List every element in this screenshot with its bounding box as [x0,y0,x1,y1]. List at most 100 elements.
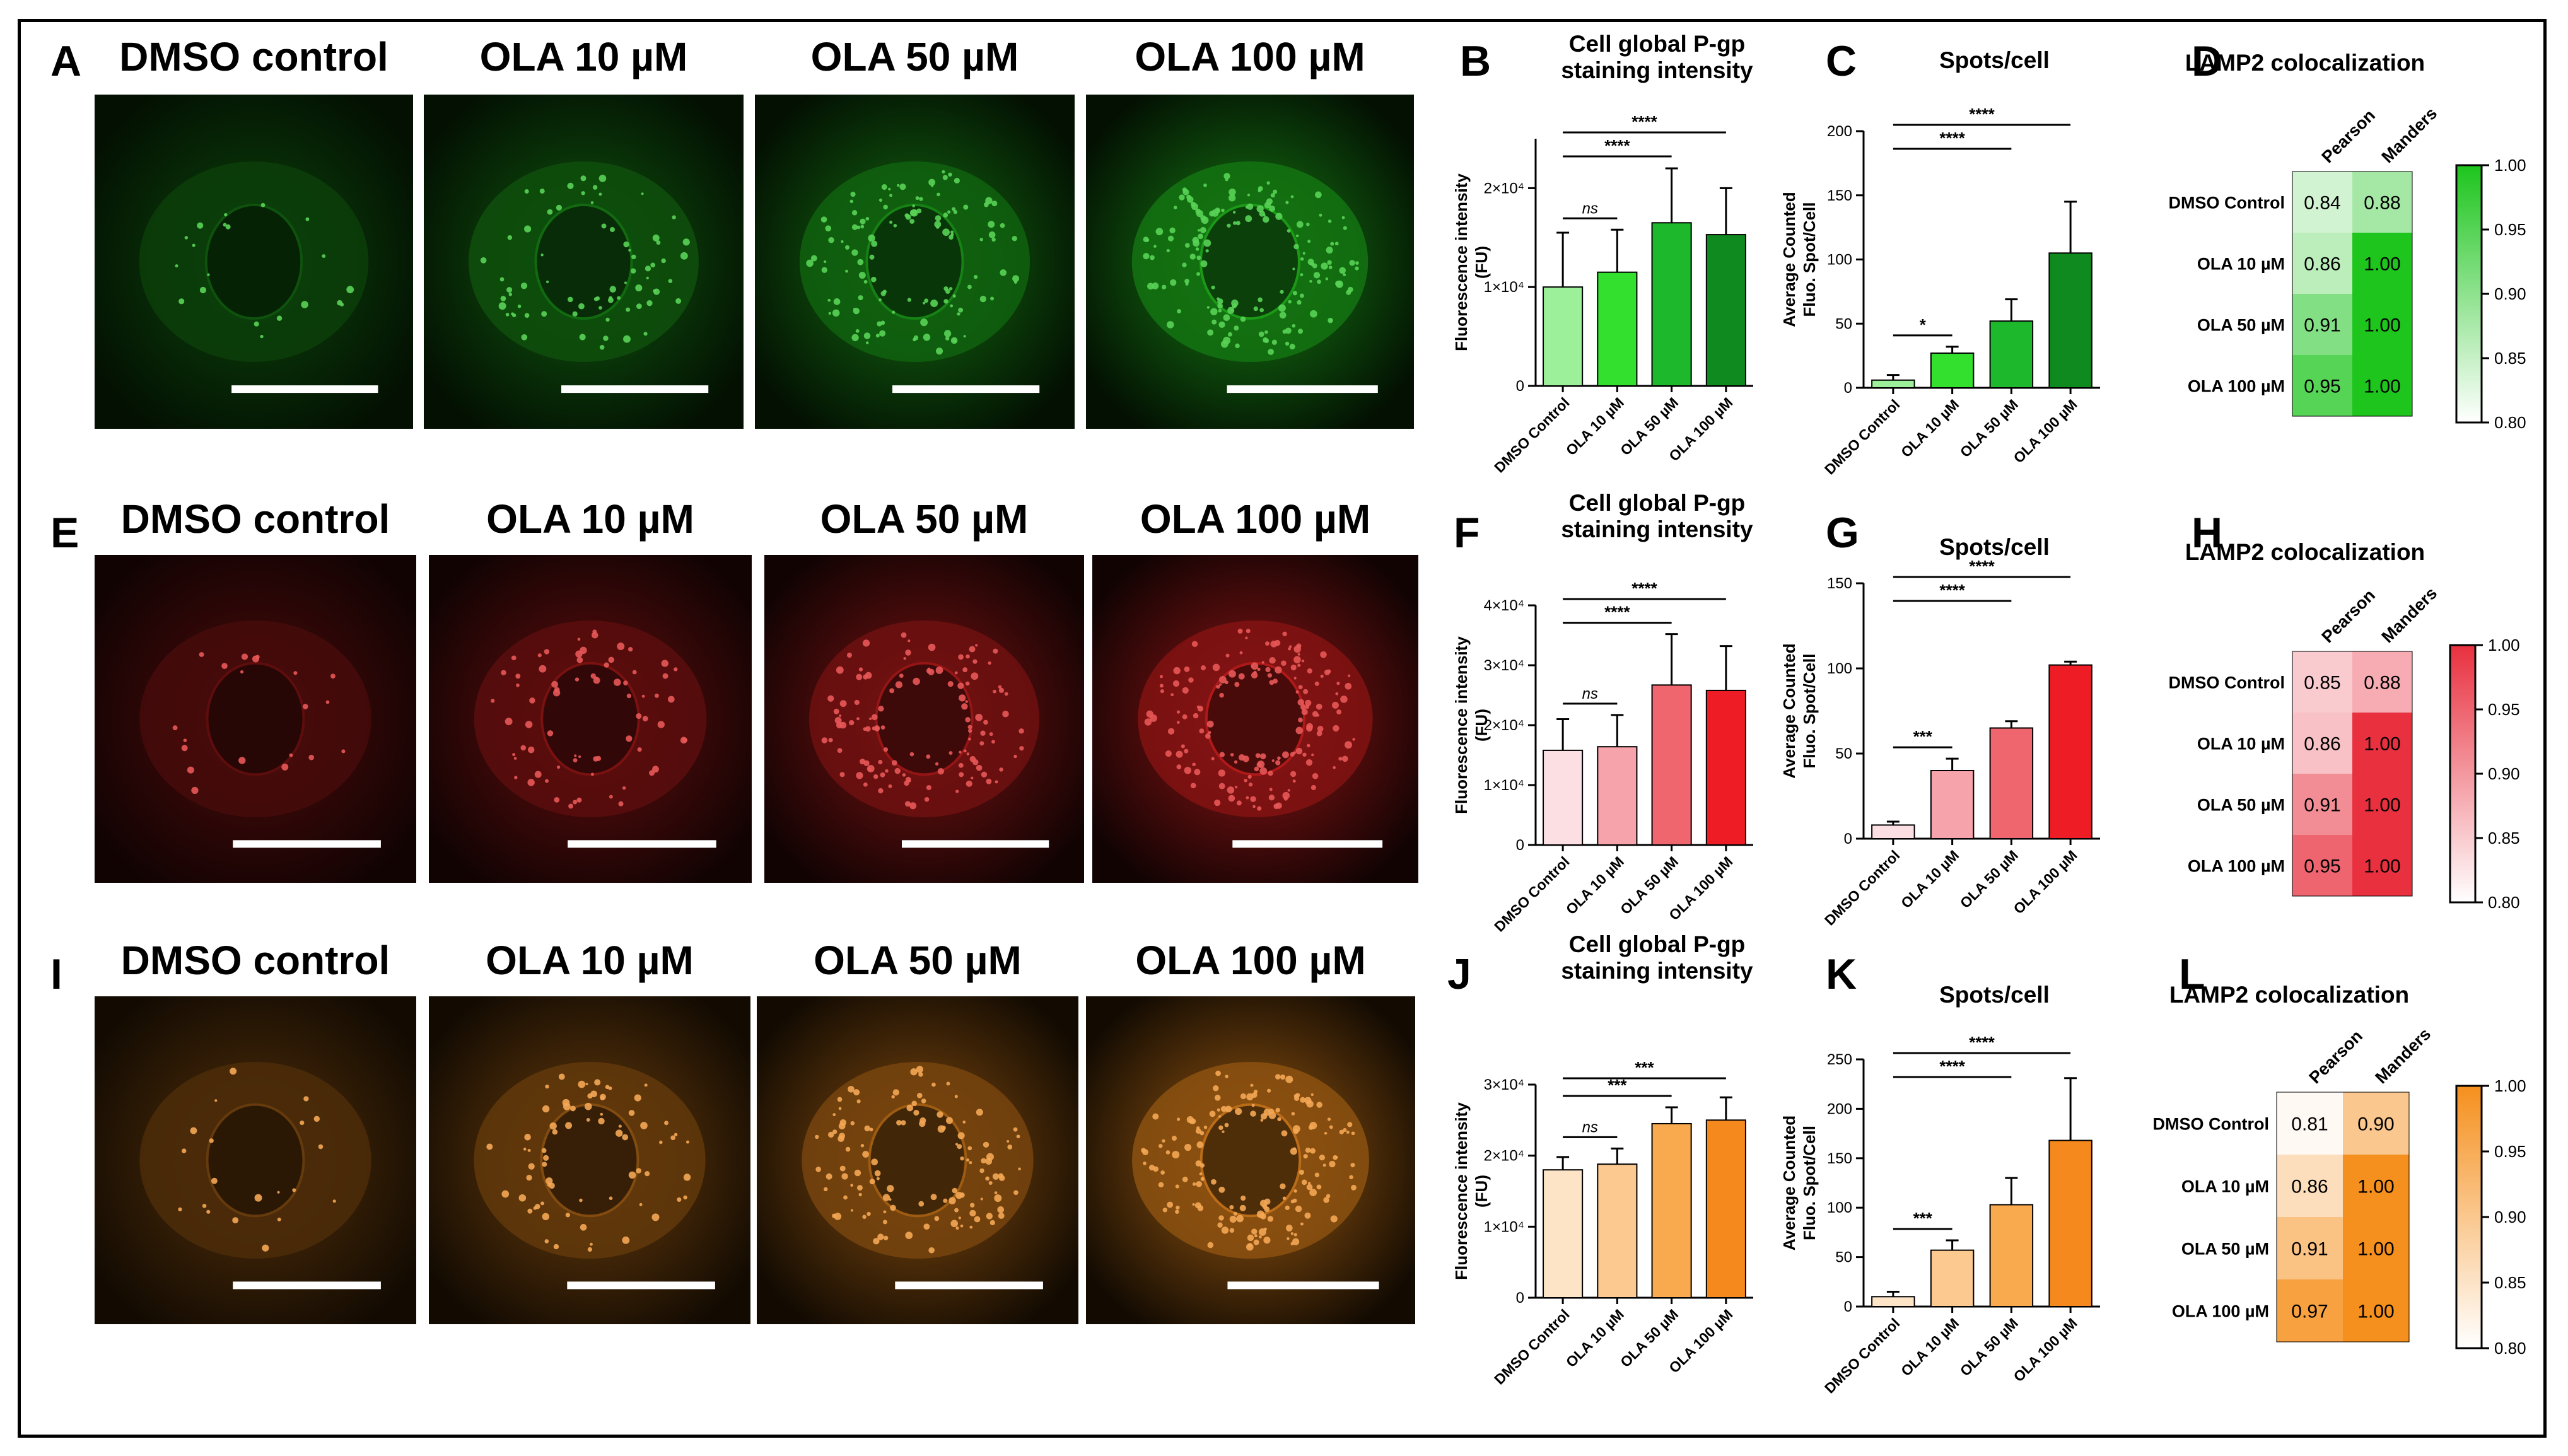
puncta-dot [1295,234,1299,238]
puncta-dot [1184,243,1190,248]
puncta-dot [1292,1147,1297,1151]
puncta-dot [1167,321,1174,329]
puncta-dot [1285,1075,1293,1083]
puncta-dot [1252,805,1256,808]
scale-bar [1227,1281,1379,1290]
heatmap-row-label: OLA 50 µM [2197,796,2285,815]
puncta-dot [1186,194,1191,200]
puncta-dot [518,1194,527,1202]
puncta-dot [1275,1074,1281,1080]
heatmap-cell [2352,651,2412,713]
scale-bar [895,1281,1043,1290]
puncta-dot [1200,1177,1205,1181]
puncta-dot [880,291,886,296]
puncta-dot [1199,728,1205,734]
puncta-dot [670,1135,676,1141]
puncta-dot [815,1134,819,1139]
puncta-dot [995,780,998,784]
puncta-dot [628,1110,635,1116]
puncta-dot [855,329,860,333]
micrograph-title: OLA 100 µM [1135,34,1365,79]
puncta-dot [850,1121,855,1126]
puncta-dot [902,773,906,777]
puncta-dot [677,1197,682,1203]
puncta-dot [907,298,912,302]
puncta-dot [1300,257,1304,261]
puncta-dot [1348,674,1351,677]
puncta-dot [1016,1134,1020,1139]
puncta-dot [542,1105,550,1113]
puncta-dot [529,697,535,704]
puncta-dot [1184,748,1189,754]
puncta-dot [232,1217,239,1224]
puncta-dot [1196,1181,1202,1187]
significance-label: **** [1604,603,1630,622]
puncta-dot [827,695,834,702]
puncta-dot [1192,236,1199,244]
puncta-dot [498,302,506,310]
puncta-dot [289,753,293,757]
puncta-dot [1232,211,1236,214]
puncta-dot [1355,266,1359,271]
puncta-dot [979,238,983,242]
scale-bar [902,840,1049,848]
puncta-dot [651,1213,660,1221]
puncta-dot [1007,1144,1013,1150]
puncta-dot [636,303,642,309]
heatmap-cell [2352,835,2412,896]
y-tick-label: 100 [1827,660,1852,677]
puncta-dot [626,694,631,699]
puncta-dot [1012,275,1020,282]
puncta-dot [622,1134,629,1141]
puncta-dot [682,238,690,246]
puncta-dot [1336,681,1340,685]
puncta-dot [1259,308,1264,313]
puncta-dot [674,667,678,672]
puncta-dot [276,315,283,321]
puncta-dot [1196,255,1201,260]
puncta-dot [856,772,863,779]
micrograph-title: DMSO control [121,496,390,542]
puncta-dot [1287,229,1291,233]
puncta-dot [322,254,326,258]
puncta-dot [828,312,831,315]
scale-bar [568,840,716,848]
puncta-dot [846,652,853,658]
heatmap-cell [2352,355,2412,416]
puncta-dot [1306,723,1313,730]
heatmap-cell-value: 0.95 [2304,856,2340,877]
heatmap-cell [2292,651,2352,713]
puncta-dot [1309,310,1317,318]
puncta-dot [632,670,637,675]
puncta-dot [975,713,983,721]
x-tick-label: OLA 10 µM [1563,394,1627,458]
panel-label-C: C [1826,37,1857,85]
puncta-dot [1217,1108,1220,1112]
puncta-dot [971,672,979,680]
y-axis-label-line2: Fluo. Spot/Cell [1800,1126,1819,1240]
puncta-dot [854,1169,861,1177]
puncta-dot [209,1138,214,1143]
puncta-dot [552,689,561,697]
puncta-dot [1160,689,1164,694]
puncta-dot [1267,1088,1271,1093]
puncta-dot [1247,203,1254,210]
puncta-dot [871,276,877,282]
puncta-dot [1176,1205,1180,1210]
puncta-dot [1246,1093,1254,1101]
puncta-dot [928,178,936,186]
puncta-dot [860,224,865,229]
puncta-dot [547,209,553,215]
puncta-dot [986,1213,993,1220]
puncta-dot [1188,677,1194,683]
puncta-dot [955,1226,959,1230]
colorbar-tick-label: 0.80 [2488,893,2520,912]
puncta-dot [547,730,554,737]
puncta-dot [1347,286,1353,293]
puncta-dot [585,1083,588,1086]
puncta-dot [920,318,928,327]
puncta-dot [985,197,993,204]
puncta-dot [599,344,605,350]
puncta-dot [863,727,867,731]
puncta-dot [1316,730,1322,737]
